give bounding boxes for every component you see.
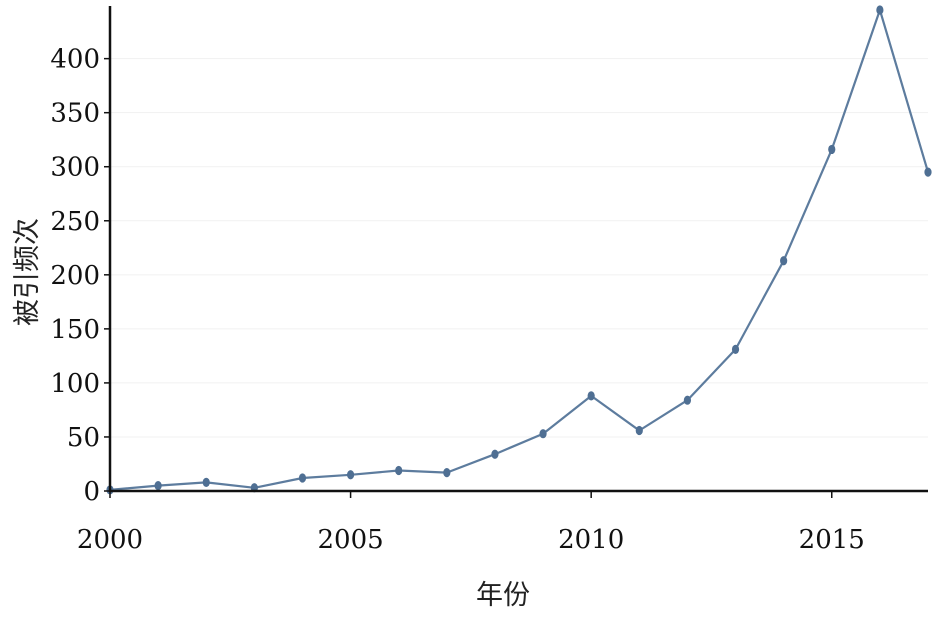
- grid: [110, 58, 928, 438]
- y-tick-label-200: 200: [50, 261, 100, 291]
- y-tick-label-150: 150: [50, 315, 100, 345]
- data-point-2013: [731, 344, 740, 355]
- y-axis-ticks: 0 50 100 150 200 250 300 350 400: [50, 45, 110, 507]
- data-point-2011: [635, 425, 643, 436]
- x-tick-label-2010: 2010: [558, 525, 624, 555]
- data-point-2001: [154, 480, 162, 491]
- y-tick-label-350: 350: [50, 99, 100, 129]
- y-tick-label-0: 0: [83, 477, 100, 507]
- data-points: [106, 5, 932, 495]
- data-point-2006: [395, 465, 403, 476]
- data-point-2012: [683, 395, 692, 405]
- data-point-2008: [491, 449, 499, 459]
- axes: [108, 6, 928, 493]
- data-point-2015: [828, 144, 836, 155]
- y-tick-label-50: 50: [67, 423, 100, 453]
- data-point-2014: [780, 256, 788, 266]
- y-tick-label-100: 100: [50, 369, 100, 399]
- y-tick-label-250: 250: [50, 207, 100, 237]
- data-point-2005: [346, 470, 355, 480]
- series-line: [109, 8, 930, 491]
- data-point-2007: [443, 468, 451, 478]
- data-point-2010: [587, 391, 595, 401]
- data-point-2004: [298, 473, 307, 483]
- data-point-2002: [202, 477, 210, 487]
- y-tick-label-400: 400: [50, 45, 100, 75]
- y-axis-title: 被引频次: [12, 218, 43, 326]
- x-tick-label-2000: 2000: [77, 525, 143, 555]
- y-tick-label-300: 300: [50, 153, 100, 183]
- data-point-2016: [876, 5, 884, 15]
- x-axis-title: 年份: [476, 580, 530, 611]
- x-tick-label-2005: 2005: [318, 525, 384, 555]
- x-tick-label-2015: 2015: [799, 525, 865, 555]
- x-axis-ticks: 2000 2005 2010 2015: [77, 491, 865, 555]
- data-point-2017: [924, 167, 932, 177]
- data-point-2009: [539, 429, 547, 439]
- series-line-0: [109, 8, 930, 491]
